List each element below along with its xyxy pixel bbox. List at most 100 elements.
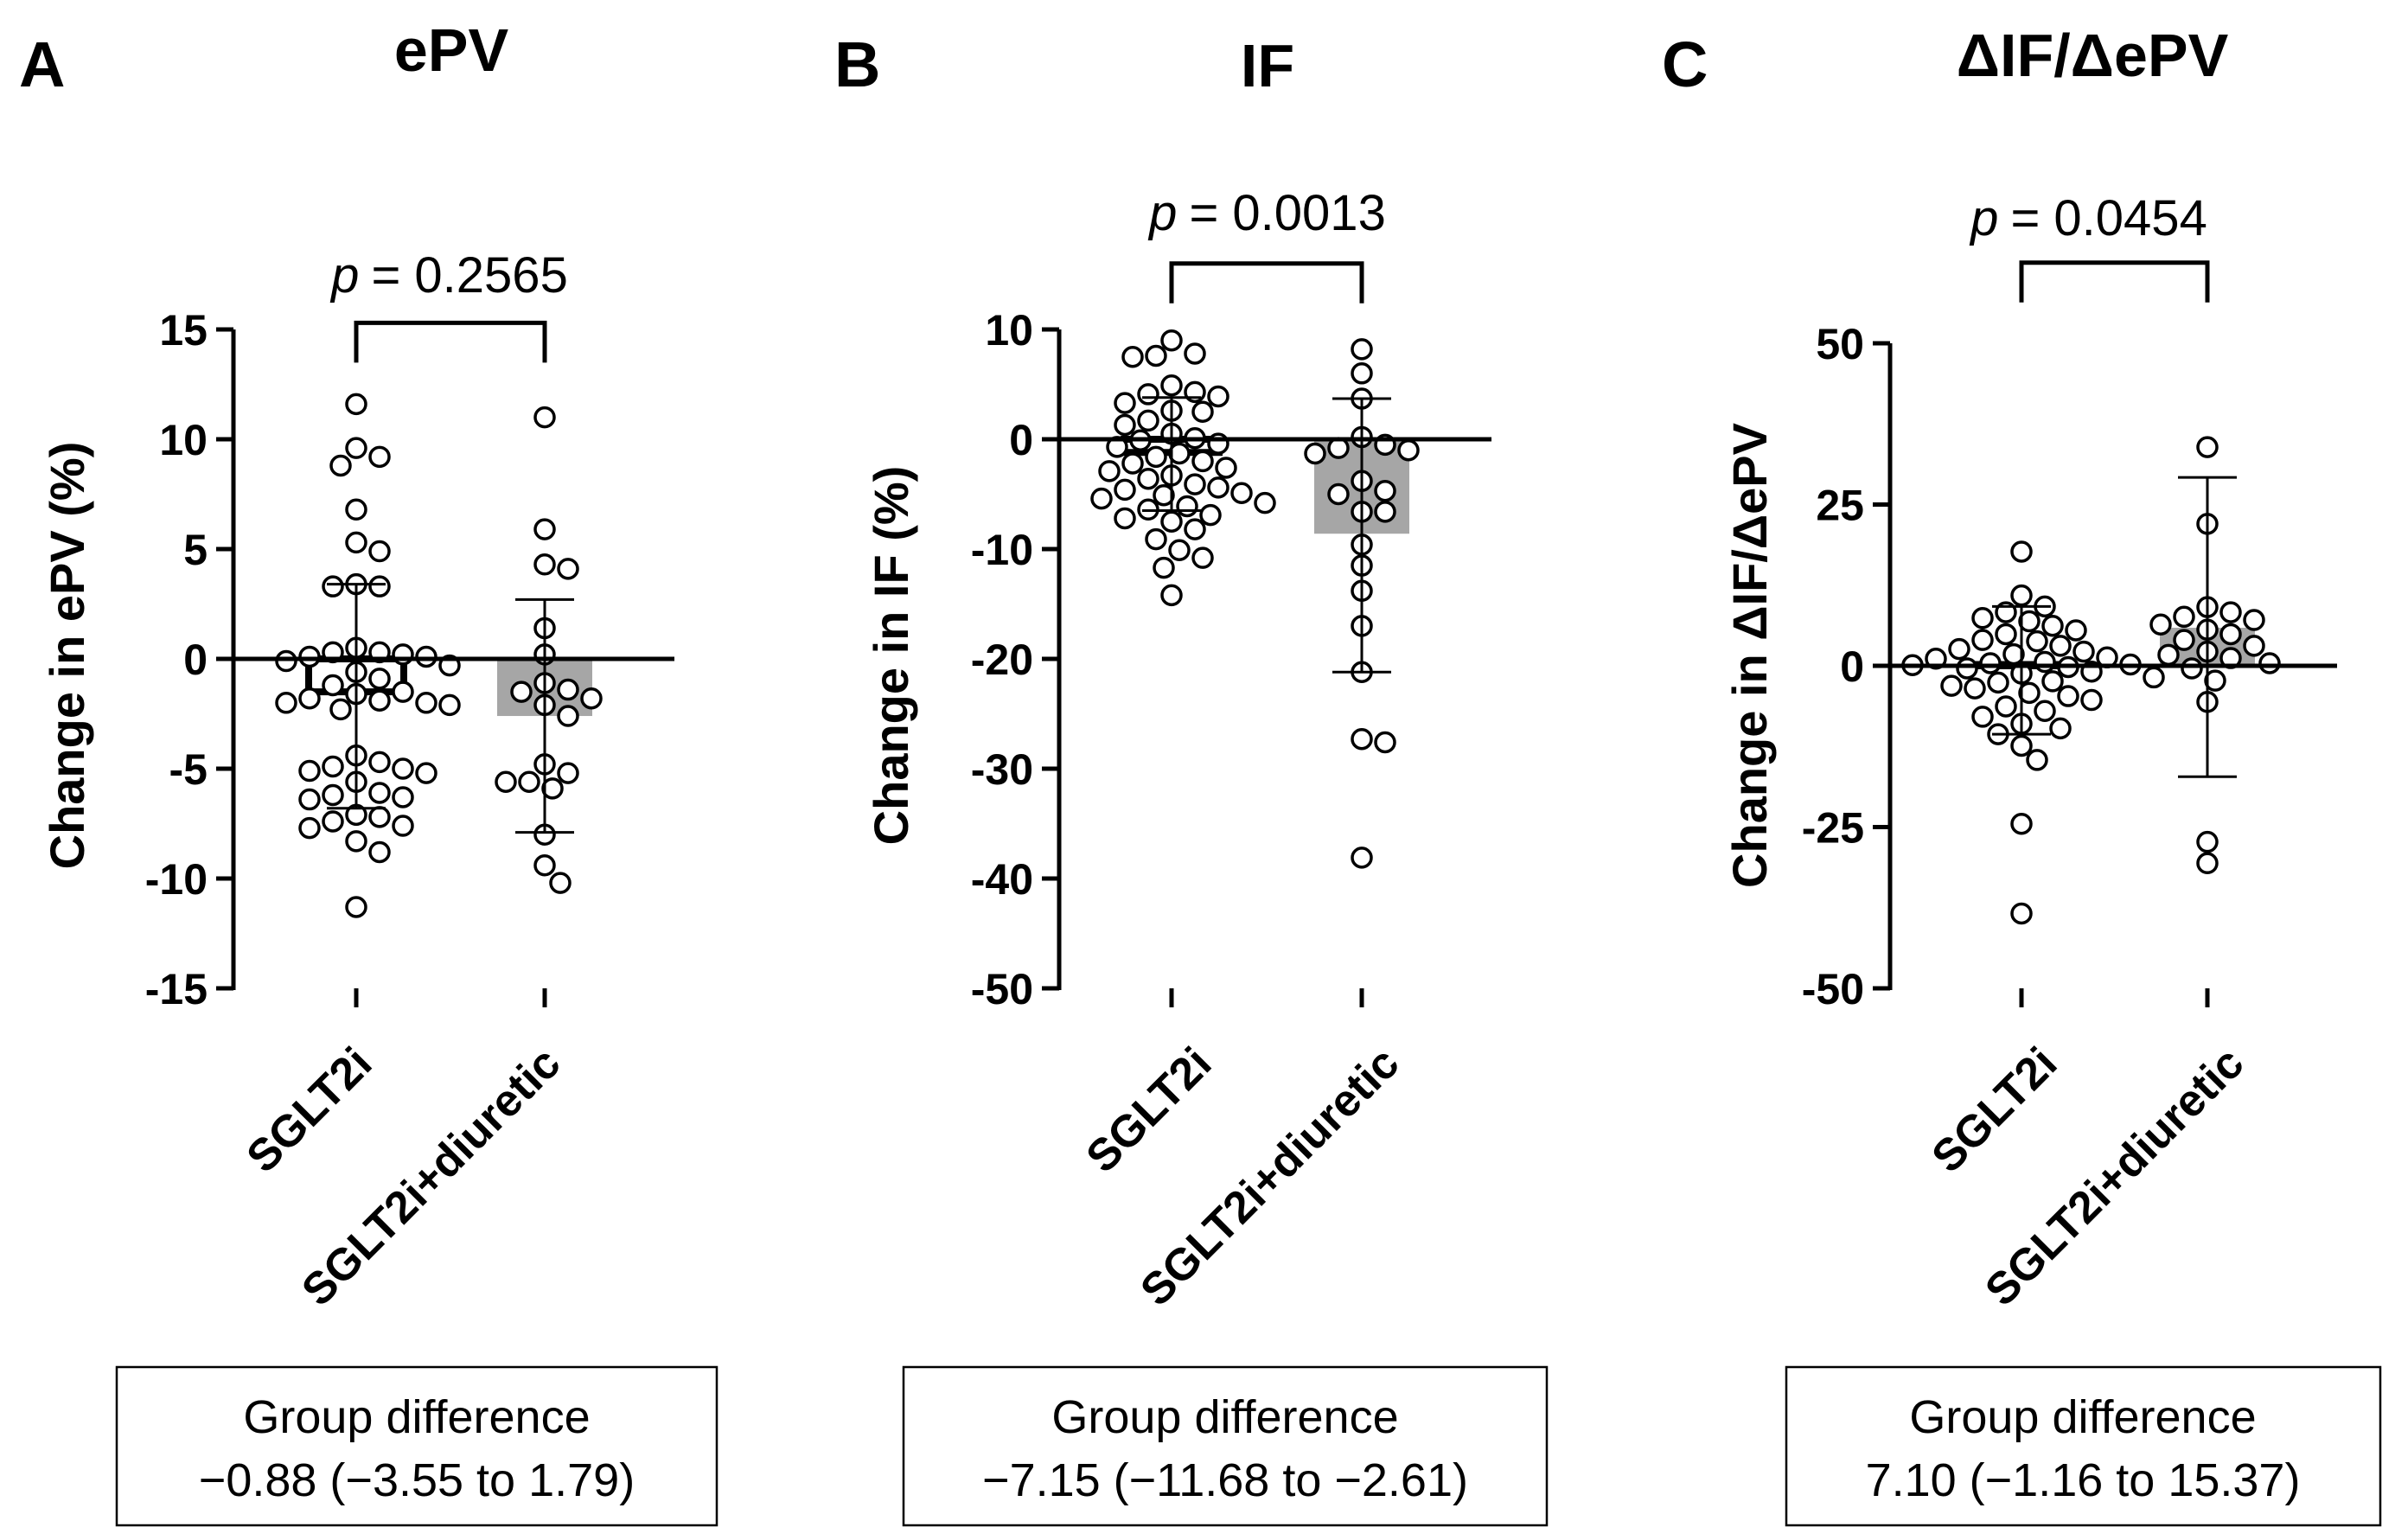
group-difference-heading: Group difference [1051,1391,1398,1443]
data-points [1901,436,2281,925]
p-value-label: p = 0.0013 [1147,185,1386,241]
y-tick-label: -40 [971,855,1033,904]
p-value-label: p = 0.2565 [329,247,568,304]
data-point [368,540,391,563]
data-point [1956,657,1978,680]
data-point [2157,643,2180,667]
data-point [2196,830,2219,853]
data-point [1995,623,2017,646]
panel-a: A ePV Change in ePV (%) 15 10 5 0 -5 -10 -15 p… [19,16,718,1527]
data-point [1114,392,1136,414]
chart-title: ePV [394,16,509,84]
data-point [368,806,391,828]
group-difference-value: −0.88 (−3.55 to 1.79) [199,1454,635,1506]
data-point [1121,452,1144,475]
data-point [322,783,344,807]
error-bars [1992,476,2237,778]
data-point [1137,467,1159,490]
bracket-line [1169,261,1364,304]
data-point [345,531,367,554]
data-point [368,575,391,597]
data-point [1137,409,1159,432]
p-value-text: = 0.0013 [1189,185,1385,241]
data-point [557,678,579,701]
data-point [1114,507,1136,530]
data-point [1145,445,1167,469]
data-point [329,698,352,721]
y-ticks: 10 0 -10 -20 -30 -40 -50 [971,306,1059,1013]
data-point [345,830,367,853]
p-value-text: = 0.0454 [2010,190,2207,246]
data-point [2018,610,2041,633]
data-point [1160,374,1183,397]
y-tick-label: -15 [145,965,208,1013]
data-point [275,649,297,673]
data-point [2049,635,2072,657]
data-point [1254,491,1276,514]
chart-title: IF [1241,32,1294,99]
data-point [533,854,556,877]
data-point [1137,383,1159,406]
data-point [2041,614,2064,637]
data-point [1351,727,1373,751]
data-point [1207,476,1229,499]
data-point [2034,650,2056,674]
y-tick-label: -10 [971,526,1033,574]
data-point [322,674,344,697]
data-point [2173,629,2195,651]
data-point [557,762,579,784]
y-tick-label: 15 [159,306,208,355]
data-point [2010,584,2033,607]
group-difference-box: Group difference −7.15 (−11.68 to −2.61) [902,1365,1549,1527]
data-point [1168,539,1191,562]
data-point [1948,637,1970,661]
panel-b: B IF Change in IF (%) 10 0 -10 -20 -30 -40 -50… [834,29,1549,1527]
data-point [1160,584,1183,607]
data-point [1230,482,1253,504]
data-point [1160,510,1183,533]
axes [231,329,674,1007]
data-point [549,872,572,894]
data-point [275,692,297,714]
y-tick-label: 10 [159,416,208,464]
panel-letter: A [19,29,65,100]
y-tick-label: -20 [971,636,1033,684]
data-point [345,498,367,521]
data-point [1374,731,1396,754]
data-point [1207,432,1229,455]
data-point [415,762,437,784]
data-point [2258,652,2281,674]
y-tick-label: 25 [1816,482,1864,530]
data-point [298,816,321,840]
data-point [1351,338,1373,361]
category-label-sglt2i: SGLT2i [1076,1038,1221,1182]
data-point [322,755,344,778]
data-point [1176,495,1198,518]
data-point [1351,362,1373,385]
data-point [2034,700,2056,722]
data-point [1191,450,1214,473]
data-point [2072,640,2095,663]
data-point [2049,717,2072,740]
significance-bracket: p = 0.0454 [1969,190,2210,303]
data-point [1304,442,1326,465]
data-point [2057,685,2079,707]
data-point [368,668,391,690]
data-point [2010,902,2033,925]
y-tick-label: 5 [183,526,208,574]
group-difference-frame [115,1365,718,1527]
data-point [1153,484,1175,507]
p-symbol: p [1147,185,1177,241]
group-difference-frame [1785,1365,2382,1527]
data-point [541,777,564,800]
data-point [345,437,367,459]
data-point [415,692,437,714]
data-point [368,689,391,712]
y-tick-label: 0 [183,636,208,684]
data-point [557,705,579,727]
data-point [1971,706,1994,728]
data-point [298,788,321,811]
error-bars [1142,396,1391,674]
data-point [1971,607,1994,629]
group-difference-value: 7.10 (−1.16 to 15.37) [1866,1454,2301,1506]
